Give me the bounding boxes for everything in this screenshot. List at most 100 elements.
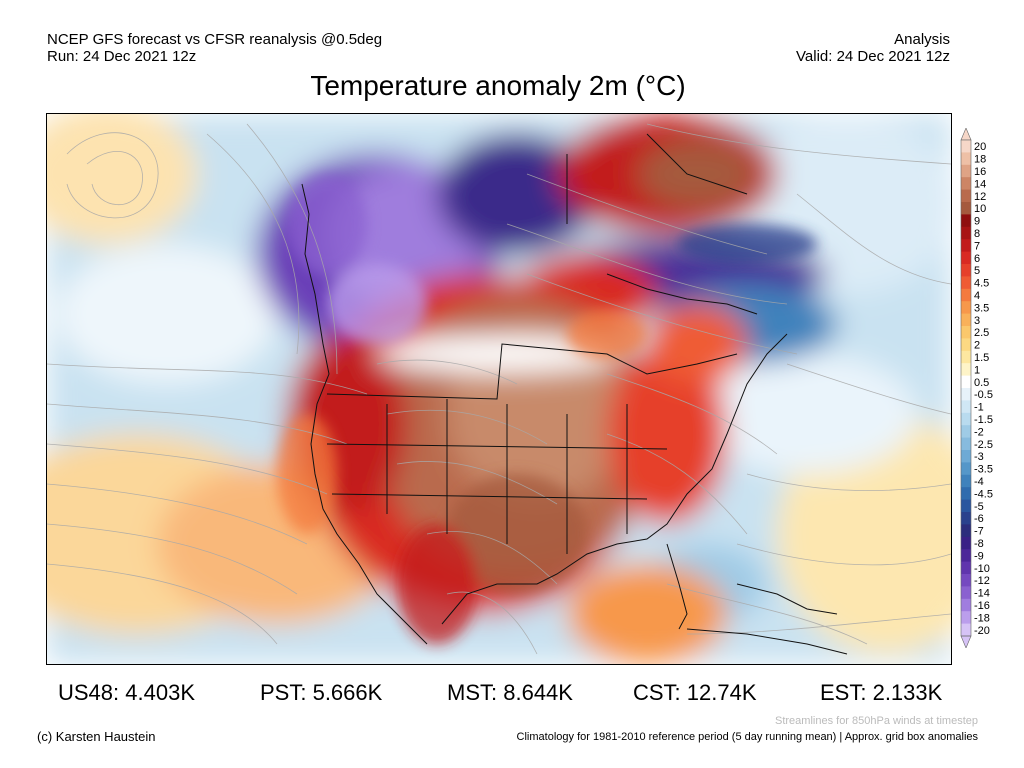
colorbar-label: -10 xyxy=(974,563,990,575)
colorbar-label: 2 xyxy=(974,340,980,352)
colorbar-swatch xyxy=(961,189,971,203)
colorbar-swatch xyxy=(961,437,971,451)
run-time: Run: 24 Dec 2021 12z xyxy=(47,48,197,65)
colorbar-label: 4 xyxy=(974,290,980,302)
colorbar-swatch xyxy=(961,214,971,228)
colorbar-label: -14 xyxy=(974,588,990,600)
colorbar-swatch xyxy=(961,598,971,612)
run-info: NCEP GFS forecast vs CFSR reanalysis @0.… xyxy=(47,31,382,65)
model-description: NCEP GFS forecast vs CFSR reanalysis @0.… xyxy=(47,31,383,48)
valid-time: Valid: 24 Dec 2021 12z xyxy=(796,48,950,65)
colorbar-swatch xyxy=(961,536,971,550)
colorbar-label: 1 xyxy=(974,364,980,376)
colorbar-swatch xyxy=(961,177,971,190)
colorbar-label: -2 xyxy=(974,426,984,438)
stat-label: EST: xyxy=(820,680,867,705)
colorbar-swatch xyxy=(961,574,971,587)
colorbar-label: -12 xyxy=(974,575,990,587)
colorbar-swatch xyxy=(961,264,971,277)
colorbar-label: 16 xyxy=(974,166,986,178)
stat-label: CST: xyxy=(633,680,681,705)
colorbar-swatch xyxy=(961,450,971,463)
colorbar-swatch xyxy=(961,350,971,364)
colorbar-swatch xyxy=(961,412,971,426)
colorbar-label: -18 xyxy=(974,612,990,624)
colorbar-swatch xyxy=(961,375,971,389)
colorbar-swatch xyxy=(961,363,971,376)
colorbar-label: 14 xyxy=(974,178,986,190)
stat-cst: CST: 12.74K xyxy=(633,680,757,706)
colorbar-swatch xyxy=(961,524,971,538)
colorbar-label: 3 xyxy=(974,315,980,327)
colorbar-label: -4 xyxy=(974,476,984,488)
colorbar-label: -9 xyxy=(974,550,984,562)
stat-value: 8.644K xyxy=(497,680,573,705)
streamline-note: Streamlines for 850hPa winds at timestep xyxy=(775,715,978,727)
colorbar-label: 8 xyxy=(974,228,980,240)
colorbar-label: 6 xyxy=(974,253,980,265)
colorbar-label: 0.5 xyxy=(974,377,989,389)
colorbar-swatch xyxy=(961,202,971,215)
colorbar-swatch xyxy=(961,152,971,166)
colorbar-label: -20 xyxy=(974,625,990,637)
colorbar: 201816141210987654.543.532.521.510.5-0.5… xyxy=(960,128,993,648)
colorbar-bottom-arrow xyxy=(960,635,972,648)
colorbar-label: 7 xyxy=(974,240,980,252)
stat-label: PST: xyxy=(260,680,307,705)
colorbar-label: -3.5 xyxy=(974,464,993,476)
colorbar-top-arrow xyxy=(960,128,972,141)
stat-mst: MST: 8.644K xyxy=(447,680,573,706)
colorbar-swatch xyxy=(961,326,971,339)
colorbar-swatch xyxy=(961,487,971,500)
colorbar-swatch xyxy=(961,301,971,314)
anomaly-detail xyxy=(277,174,817,644)
map-title: Temperature anomaly 2m (°C) xyxy=(310,70,686,101)
colorbar-swatch xyxy=(961,226,971,240)
colorbar-label: 9 xyxy=(974,216,980,228)
stat-est: EST: 2.133K xyxy=(820,680,942,706)
colorbar-swatch xyxy=(961,313,971,327)
colorbar-label: 2.5 xyxy=(974,327,989,339)
colorbar-swatch xyxy=(961,251,971,265)
colorbar-swatch xyxy=(961,549,971,562)
stat-pst: PST: 5.666K xyxy=(260,680,382,706)
colorbar-label: 10 xyxy=(974,203,986,215)
colorbar-frame xyxy=(960,139,972,637)
climatology-note: Climatology for 1981-2010 reference peri… xyxy=(516,731,978,743)
colorbar-label: 3.5 xyxy=(974,302,989,314)
valid-info: Analysis Valid: 24 Dec 2021 12z xyxy=(796,31,950,65)
colorbar-label: -8 xyxy=(974,538,984,550)
colorbar-label: 18 xyxy=(974,154,986,166)
colorbar-swatch xyxy=(961,561,971,575)
colorbar-label: -6 xyxy=(974,513,984,525)
colorbar-swatch xyxy=(961,140,971,153)
colorbar-swatch xyxy=(961,276,971,290)
stat-value: 12.74K xyxy=(680,680,757,705)
colorbar-swatch xyxy=(961,474,971,488)
colorbar-label: 1.5 xyxy=(974,352,989,364)
colorbar-label: -1 xyxy=(974,402,984,414)
stat-us48: US48: 4.403K xyxy=(58,680,195,706)
stat-value: 5.666K xyxy=(306,680,383,705)
stat-value: 4.403K xyxy=(119,680,195,705)
stat-label: US48: xyxy=(58,680,120,705)
colorbar-label: 5 xyxy=(974,265,980,277)
colorbar-swatch xyxy=(961,586,971,600)
colorbar-swatch xyxy=(961,239,971,252)
colorbar-swatch xyxy=(961,164,971,178)
colorbar-label: -7 xyxy=(974,526,984,538)
colorbar-swatch xyxy=(961,400,971,414)
colorbar-label: 4.5 xyxy=(974,278,989,290)
colorbar-label: 20 xyxy=(974,141,986,153)
colorbar-swatch xyxy=(961,462,971,476)
colorbar-swatch xyxy=(961,338,971,352)
colorbar-swatch xyxy=(961,388,971,401)
credit: (c) Karsten Haustein xyxy=(37,729,156,744)
colorbar-label: -16 xyxy=(974,600,990,612)
colorbar-label: -5 xyxy=(974,501,984,513)
colorbar-swatch xyxy=(961,288,971,302)
stat-label: MST: xyxy=(447,680,498,705)
colorbar-swatch xyxy=(961,512,971,525)
coastlines-and-borders xyxy=(301,133,848,655)
colorbar-swatch xyxy=(961,611,971,624)
